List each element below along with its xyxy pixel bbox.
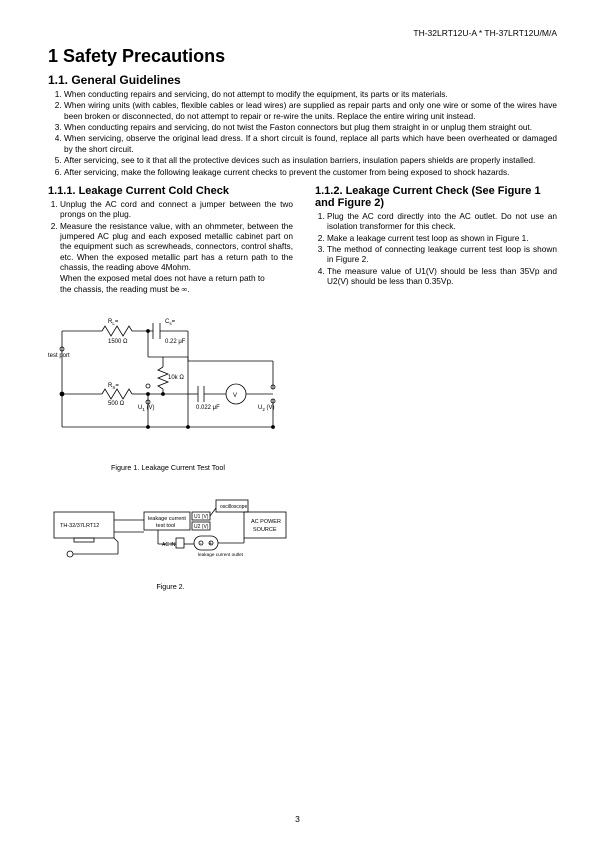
general-item: After servicing, make the following leak… — [64, 167, 557, 177]
check-item: Plug the AC cord directly into the AC ou… — [327, 211, 557, 232]
svg-text:U2 (V): U2 (V) — [194, 524, 209, 530]
svg-text:leakage current: leakage current — [148, 516, 186, 522]
svg-text:Cs=: Cs= — [165, 319, 176, 326]
svg-text:RL=: RL= — [108, 319, 119, 326]
svg-text:TH-32/37LRT12: TH-32/37LRT12 — [60, 523, 99, 529]
svg-text:leakage current outlet: leakage current outlet — [198, 552, 244, 557]
svg-text:test port: test port — [48, 353, 70, 359]
svg-text:V: V — [233, 393, 237, 399]
svg-text:-: - — [200, 541, 202, 547]
cold-list: Unplug the AC cord and connect a jumper … — [60, 199, 293, 273]
svg-text:U1 (V): U1 (V) — [194, 514, 209, 520]
fig2-caption: Figure 2. — [48, 582, 293, 591]
cold-item: Measure the resistance value, with an oh… — [60, 221, 293, 273]
subtitle-general: 1.1. General Guidelines — [48, 73, 557, 87]
svg-text:AC IN: AC IN — [162, 542, 176, 548]
check-list: Plug the AC cord directly into the AC ou… — [327, 211, 557, 287]
svg-text:0.22 μF: 0.22 μF — [165, 339, 186, 345]
check-item: The measure value of U1(V) should be les… — [327, 266, 557, 287]
figure-1: RL= 1500 Ω Cs= 0.22 μF test port RS= 500… — [48, 309, 293, 472]
svg-text:RS=: RS= — [108, 383, 119, 390]
svg-text:1500 Ω: 1500 Ω — [108, 339, 128, 345]
svg-text:+: + — [209, 541, 212, 547]
svg-text:U2 (V): U2 (V) — [258, 405, 275, 412]
cold-item: Unplug the AC cord and connect a jumper … — [60, 199, 293, 220]
cold-tail-line1: When the exposed metal does not have a r… — [60, 273, 265, 283]
svg-text:0.022 μF: 0.022 μF — [196, 405, 220, 411]
fig1-caption: Figure 1. Leakage Current Test Tool — [48, 463, 288, 472]
model-header: TH-32LRT12U-A * TH-37LRT12U/M/A — [48, 28, 557, 38]
svg-text:oscilloscope: oscilloscope — [220, 504, 247, 510]
cold-tail-line2a: the chassis, the reading must be — [60, 284, 179, 294]
svg-text:SOURCE: SOURCE — [253, 527, 277, 533]
subtitle-cold-check: 1.1.1. Leakage Current Cold Check — [48, 185, 293, 197]
page-number: 3 — [0, 814, 595, 824]
svg-text:10k Ω: 10k Ω — [168, 375, 184, 381]
subtitle-leakage-check: 1.1.2. Leakage Current Check (See Figure… — [315, 185, 557, 209]
general-item: When conducting repairs and servicing, d… — [64, 89, 557, 99]
svg-text:500 Ω: 500 Ω — [108, 401, 125, 407]
svg-text:U1 (V): U1 (V) — [138, 405, 155, 412]
figure-2: - + TH-32/37LRT12 — [48, 498, 293, 591]
title-safety: 1 Safety Precautions — [48, 46, 557, 67]
general-item: When servicing, observe the original lea… — [64, 133, 557, 154]
general-item: When conducting repairs and servicing, d… — [64, 122, 557, 132]
check-item: Make a leakage current test loop as show… — [327, 233, 557, 243]
general-list: When conducting repairs and servicing, d… — [64, 89, 557, 177]
general-item: When wiring units (with cables, flexible… — [64, 100, 557, 121]
check-item: The method of connecting leakage current… — [327, 244, 557, 265]
general-item: After servicing, see to it that all the … — [64, 155, 557, 165]
svg-text:AC POWER: AC POWER — [251, 519, 281, 525]
svg-text:test tool: test tool — [156, 523, 175, 529]
cold-tail-line2b: . — [187, 284, 189, 294]
